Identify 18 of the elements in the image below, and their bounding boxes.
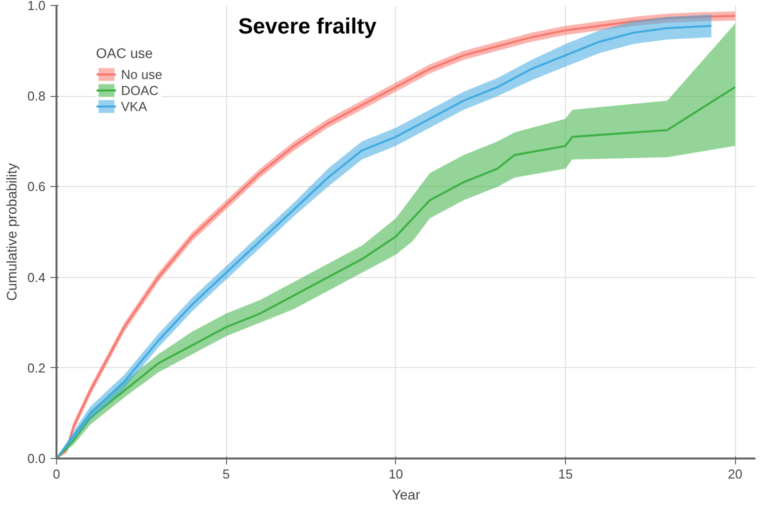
x-tick-label: 10 — [388, 466, 404, 482]
y-tick-label: 1.0 — [27, 0, 46, 13]
x-tick-label: 20 — [728, 466, 742, 482]
y-tick-label: 0.8 — [27, 88, 46, 104]
y-axis-title: Cumulative probability — [3, 163, 20, 301]
x-tick-label: 15 — [558, 466, 573, 482]
legend-label: DOAC — [121, 82, 159, 98]
chart-title: Severe frailty — [238, 14, 378, 38]
legend-title: OAC use — [96, 45, 154, 61]
x-tick-label: 0 — [52, 466, 60, 482]
y-tick-label: 0.6 — [27, 179, 46, 194]
x-tick-label: 5 — [222, 466, 230, 482]
legend-label: VKA — [121, 98, 148, 114]
legend-label: No use — [121, 66, 162, 82]
y-tick-label: 0.2 — [27, 360, 46, 376]
x-axis-title: Year — [392, 486, 420, 502]
y-tick-label: 0.4 — [27, 270, 46, 285]
y-tick-label: 0.0 — [27, 451, 46, 466]
